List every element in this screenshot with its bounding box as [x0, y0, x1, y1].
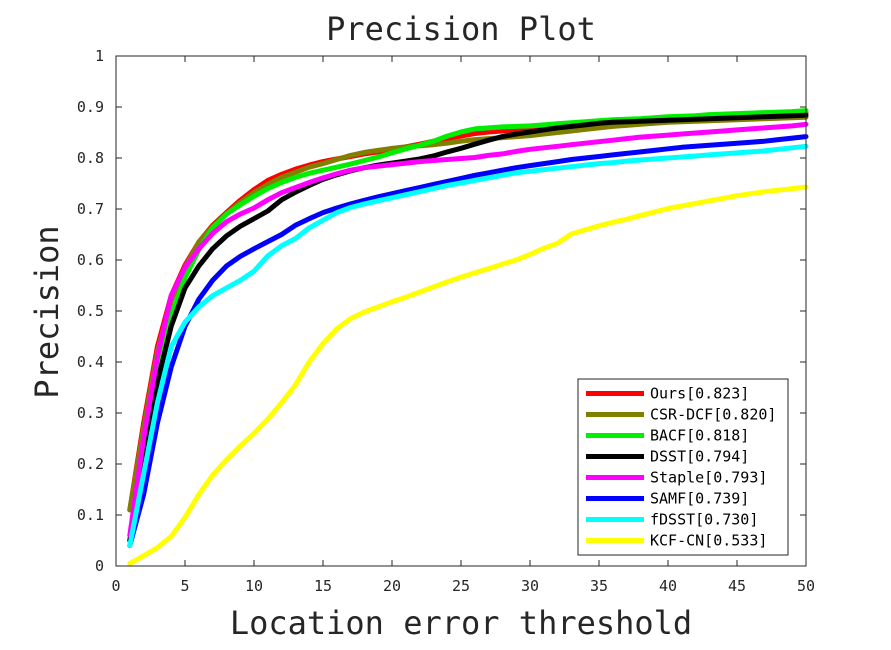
y-tick-label: 0.9 — [77, 98, 104, 116]
x-tick-label: 25 — [452, 577, 470, 595]
legend-label-1: CSR-DCF[0.820] — [650, 406, 776, 424]
legend-label-3: DSST[0.794] — [650, 448, 749, 466]
legend-box — [577, 378, 789, 556]
x-tick-label: 45 — [728, 577, 746, 595]
legend-label-5: SAMF[0.739] — [650, 490, 749, 508]
y-tick-label: 0.3 — [77, 404, 104, 422]
series-line-4 — [127, 121, 809, 538]
y-tick-label: 0.1 — [77, 506, 104, 524]
legend: Ours[0.823] CSR-DCF[0.820] BACF[0.818] DSST… — [577, 378, 789, 556]
y-tick-label: 0.4 — [77, 353, 104, 371]
series-line-2 — [127, 108, 809, 543]
series-layer — [127, 108, 809, 566]
x-tick-label: 15 — [314, 577, 332, 595]
legend-label-2: BACF[0.818] — [650, 427, 749, 445]
legend-label-0: Ours[0.823] — [650, 385, 749, 403]
x-tick-label: 50 — [797, 577, 815, 595]
x-tick-label: 40 — [659, 577, 677, 595]
y-axis-label: Precision — [28, 225, 66, 398]
ticks-layer: 0 5 10 15 20 25 30 35 40 45 50 0 0.1 0.2 0.3 0.4 0.5 0.6 0… — [77, 47, 815, 595]
x-axis-label: Location error threshold — [230, 604, 692, 642]
y-tick-label: 0.8 — [77, 149, 104, 167]
chart-title: Precision Plot — [326, 10, 596, 48]
x-tick-label: 30 — [521, 577, 539, 595]
x-tick-label: 20 — [383, 577, 401, 595]
series-line-3 — [127, 112, 809, 543]
series-line-6 — [127, 143, 809, 549]
series-line-7 — [127, 184, 809, 566]
y-tick-label: 1 — [95, 47, 104, 65]
legend-label-6: fDSST[0.730] — [650, 511, 758, 529]
series-line-5 — [127, 134, 809, 549]
x-tick-label: 5 — [180, 577, 189, 595]
x-tick-label: 10 — [245, 577, 263, 595]
y-tick-label: 0.2 — [77, 455, 104, 473]
x-tick-label: 35 — [590, 577, 608, 595]
legend-label-4: Staple[0.793] — [650, 469, 767, 487]
x-tick-label: 0 — [111, 577, 120, 595]
y-tick-label: 0.5 — [77, 302, 104, 320]
legend-label-7: KCF-CN[0.533] — [650, 532, 767, 550]
y-tick-label: 0.7 — [77, 200, 104, 218]
y-tick-label: 0.6 — [77, 251, 104, 269]
y-tick-label: 0 — [95, 557, 104, 575]
